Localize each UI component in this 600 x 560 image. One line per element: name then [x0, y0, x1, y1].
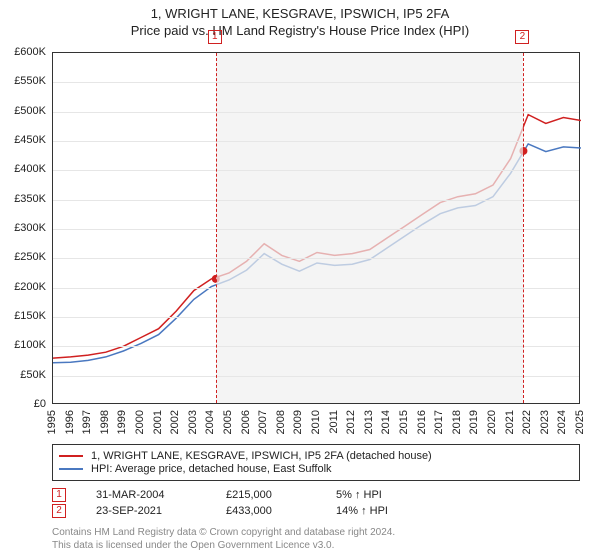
ytick-label: £450K — [14, 134, 46, 146]
xtick-label: 2024 — [556, 410, 568, 434]
event-price: £433,000 — [226, 505, 306, 517]
event-price: £215,000 — [226, 489, 306, 501]
event-date: 31-MAR-2004 — [96, 489, 196, 501]
ytick-label: £50K — [20, 369, 46, 381]
ytick-label: £600K — [14, 46, 46, 58]
xtick-label: 2021 — [504, 410, 516, 434]
xtick-label: 2008 — [275, 410, 287, 434]
xtick-label: 2003 — [187, 410, 199, 434]
chart-area: £0£50K£100K£150K£200K£250K£300K£350K£400… — [52, 52, 580, 404]
event-pct: 5% ↑ HPI — [336, 489, 426, 501]
xtick-label: 1996 — [64, 410, 76, 434]
event-badge: 1 — [52, 488, 66, 502]
xtick-label: 2017 — [433, 410, 445, 434]
xtick-label: 2015 — [398, 410, 410, 434]
footer: Contains HM Land Registry data © Crown c… — [52, 526, 580, 552]
event-badge: 2 — [52, 504, 66, 518]
ytick-label: £500K — [14, 105, 46, 117]
xtick-label: 2007 — [257, 410, 269, 434]
xtick-label: 2006 — [240, 410, 252, 434]
ytick-label: £100K — [14, 339, 46, 351]
footer-line1: Contains HM Land Registry data © Crown c… — [52, 526, 580, 539]
ytick-label: £0 — [34, 398, 46, 410]
xtick-label: 2002 — [169, 410, 181, 434]
xtick-label: 1997 — [81, 410, 93, 434]
ytick-label: £350K — [14, 193, 46, 205]
ytick-label: £150K — [14, 310, 46, 322]
legend-swatch — [59, 468, 83, 470]
legend: 1, WRIGHT LANE, KESGRAVE, IPSWICH, IP5 2… — [52, 444, 580, 481]
xtick-label: 1995 — [46, 410, 58, 434]
xtick-label: 2009 — [292, 410, 304, 434]
events-table: 1 31-MAR-2004 £215,000 5% ↑ HPI 2 23-SEP… — [52, 486, 580, 520]
legend-swatch — [59, 455, 83, 457]
ytick-label: £550K — [14, 75, 46, 87]
xtick-label: 2019 — [468, 410, 480, 434]
xtick-label: 1998 — [99, 410, 111, 434]
legend-label: 1, WRIGHT LANE, KESGRAVE, IPSWICH, IP5 2… — [91, 450, 432, 462]
xtick-label: 2012 — [345, 410, 357, 434]
event-pct: 14% ↑ HPI — [336, 505, 426, 517]
ytick-label: £250K — [14, 251, 46, 263]
xtick-label: 1999 — [116, 410, 128, 434]
title-sub: Price paid vs. HM Land Registry's House … — [0, 23, 600, 38]
legend-row: 1, WRIGHT LANE, KESGRAVE, IPSWICH, IP5 2… — [59, 450, 573, 462]
legend-row: HPI: Average price, detached house, East… — [59, 463, 573, 475]
event-row: 1 31-MAR-2004 £215,000 5% ↑ HPI — [52, 488, 580, 502]
xtick-label: 2016 — [416, 410, 428, 434]
xtick-label: 2011 — [328, 410, 340, 434]
event-date: 23-SEP-2021 — [96, 505, 196, 517]
event-row: 2 23-SEP-2021 £433,000 14% ↑ HPI — [52, 504, 580, 518]
xtick-label: 2025 — [574, 410, 586, 434]
xtick-label: 2020 — [486, 410, 498, 434]
event-marker-label: 2 — [515, 30, 529, 44]
titles: 1, WRIGHT LANE, KESGRAVE, IPSWICH, IP5 2… — [0, 0, 600, 38]
plot — [52, 52, 580, 404]
ytick-label: £300K — [14, 222, 46, 234]
xtick-label: 2023 — [539, 410, 551, 434]
chart-container: 1, WRIGHT LANE, KESGRAVE, IPSWICH, IP5 2… — [0, 0, 600, 560]
xtick-label: 2004 — [204, 410, 216, 434]
xtick-label: 2022 — [521, 410, 533, 434]
xtick-label: 2010 — [310, 410, 322, 434]
title-main: 1, WRIGHT LANE, KESGRAVE, IPSWICH, IP5 2… — [0, 6, 600, 21]
ytick-label: £200K — [14, 281, 46, 293]
xtick-label: 2005 — [222, 410, 234, 434]
ytick-label: £400K — [14, 163, 46, 175]
footer-line2: This data is licensed under the Open Gov… — [52, 539, 580, 552]
xtick-label: 2000 — [134, 410, 146, 434]
xtick-label: 2018 — [451, 410, 463, 434]
event-marker-label: 1 — [208, 30, 222, 44]
xtick-label: 2013 — [363, 410, 375, 434]
xtick-label: 2014 — [380, 410, 392, 434]
legend-label: HPI: Average price, detached house, East… — [91, 463, 332, 475]
xtick-label: 2001 — [152, 410, 164, 434]
